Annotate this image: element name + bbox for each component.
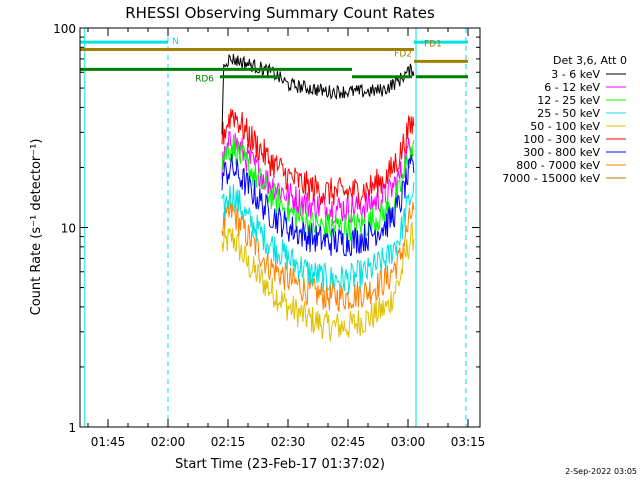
legend-label-4: 50 - 100 keV <box>530 120 600 133</box>
status-label-RD6: RD6 <box>195 74 214 84</box>
y-tick-label-100: 100 <box>53 22 76 36</box>
series-traces <box>221 53 415 342</box>
legend-label-1: 6 - 12 keV <box>544 81 600 94</box>
legend-label-2: 12 - 25 keV <box>537 94 600 107</box>
series-line-3-6keV <box>221 53 415 135</box>
x-tick-label-0200: 02:00 <box>151 435 186 449</box>
status-label-FD2: FD2 <box>394 49 412 59</box>
legend-label-8: 7000 - 15000 keV <box>502 172 600 185</box>
series-line-12-25keV <box>221 134 415 243</box>
y-tick-label-1: 1 <box>68 421 76 435</box>
legend-label-7: 800 - 7000 keV <box>516 159 600 172</box>
footer-timestamp: 2-Sep-2022 03:05 <box>565 467 637 476</box>
legend-label-3: 25 - 50 keV <box>537 107 600 120</box>
plot-area: N FD1 FD2 RD6 <box>80 28 468 427</box>
x-tick-label-0315: 03:15 <box>451 435 486 449</box>
x-tick-label-0245: 02:45 <box>331 435 366 449</box>
x-tick-label-0145: 01:45 <box>91 435 126 449</box>
status-label-FD1: FD1 <box>424 40 442 50</box>
legend-label-0: 3 - 6 keV <box>551 68 600 81</box>
x-tick-label-0230: 02:30 <box>271 435 306 449</box>
legend-title: Det 3,6, Att 0 <box>553 54 627 67</box>
series-line-300-800keV <box>221 153 415 257</box>
series-line-100-300keV <box>221 108 415 207</box>
y-axis-label: Count Rate (s⁻¹ detector⁻¹) <box>29 139 44 316</box>
x-tick-label-0215: 02:15 <box>211 435 246 449</box>
series-line-800-7000keV <box>221 201 415 313</box>
x-axis-label: Start Time (23-Feb-17 01:37:02) <box>175 457 385 472</box>
legend-label-5: 100 - 300 keV <box>523 133 600 146</box>
plot-frame <box>79 27 481 428</box>
x-tick-label-0300: 03:00 <box>391 435 426 449</box>
axes: 1 10 100 01:45 02:00 02:15 02:30 02:45 03:00 03:1… <box>53 22 485 449</box>
status-label-N: N <box>172 37 179 47</box>
chart-title: RHESSI Observing Summary Count Rates <box>125 4 435 22</box>
series-line-25-50keV <box>221 181 415 295</box>
series-line-50-100keV <box>221 221 415 342</box>
y-tick-label-10: 10 <box>61 222 76 236</box>
legend-label-6: 300 - 800 keV <box>523 146 600 159</box>
